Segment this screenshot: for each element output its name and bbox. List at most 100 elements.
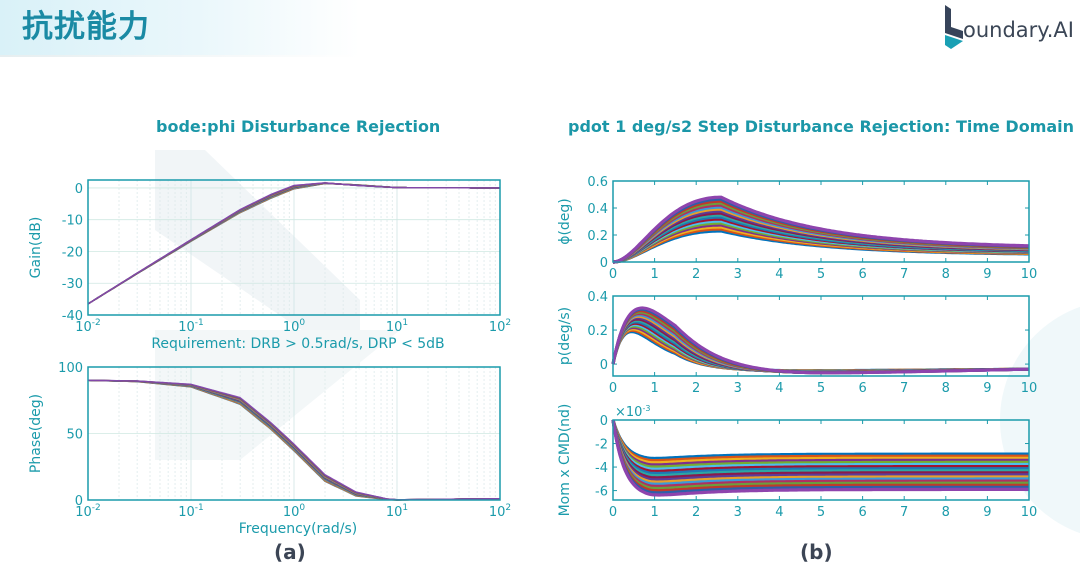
y-multiplier-label: ×10-3 [615, 404, 650, 420]
series-line [611, 419, 1029, 486]
time-p-axes: 0 1 2 3 4 5 6 7 8 9 10 0 0.2 0.4 p(deg/s) [557, 290, 1037, 396]
x-tick-label: 0 [609, 505, 617, 520]
y-tick-label: -10 [62, 214, 83, 229]
series-line [87, 182, 500, 305]
series-line [611, 419, 1029, 461]
bode-gain-axes: 10-2 10-1 100 101 102 0 -10 -20 -30 -40 Gain(dB) Re… [28, 179, 511, 352]
x-tick-label: 0 [609, 267, 617, 282]
series-line [611, 306, 1029, 375]
x-tick-label: 8 [942, 267, 950, 282]
y-tick-label: -6 [595, 485, 608, 500]
x-tick-label: 4 [775, 381, 783, 396]
series-line [611, 419, 1029, 467]
series-line [611, 419, 1029, 478]
y-tick-label: 0 [600, 414, 608, 429]
series-line [611, 419, 1029, 469]
x-tick-label: 101 [386, 503, 408, 520]
time-chart-title: pdot 1 deg/s2 Step Disturbance Rejection… [568, 117, 1075, 136]
y-tick-label: 0 [600, 256, 608, 271]
y-tick-label: 100 [58, 361, 83, 376]
x-tick-label: 10-2 [75, 318, 101, 335]
series-line [611, 419, 1029, 476]
series-line [611, 419, 1029, 488]
x-tick-label: 7 [900, 505, 908, 520]
series-line [611, 419, 1029, 465]
x-tick-label: 2 [692, 505, 700, 520]
x-tick-label: 6 [858, 267, 866, 282]
series-line [611, 419, 1029, 497]
x-tick-label: 10 [1021, 381, 1038, 396]
bode-gain-ylabel: Gain(dB) [28, 217, 44, 279]
x-tick-label: 10-1 [178, 503, 204, 520]
bode-phase-ylabel: Phase(deg) [28, 394, 44, 473]
y-tick-label: 0.2 [587, 324, 608, 339]
y-tick-label: -4 [595, 461, 608, 476]
series-line [611, 419, 1029, 484]
series-line [611, 419, 1029, 491]
x-tick-label: 10-1 [178, 318, 204, 335]
x-tick-label: 9 [983, 381, 991, 396]
y-tick-label: -30 [62, 277, 83, 292]
y-tick-label: 0.4 [587, 290, 608, 305]
x-tick-label: 6 [858, 505, 866, 520]
x-tick-label: 10-2 [75, 503, 101, 520]
y-tick-label: -2 [595, 438, 608, 453]
time-p-ylabel: p(deg/s) [557, 307, 573, 365]
y-tick-label: 0 [75, 182, 83, 197]
series-line [611, 419, 1029, 471]
x-tick-label: 3 [734, 267, 742, 282]
time-mom-ylabel: Mom x CMD(nd) [557, 404, 573, 517]
series-line [611, 419, 1029, 473]
x-tick-label: 9 [983, 267, 991, 282]
time-phi-series [612, 195, 1030, 264]
bode-gain-series [87, 182, 500, 305]
bode-phase-axes: 10-2 10-1 100 101 102 100 50 0 Phase(deg) Frequen… [28, 361, 511, 537]
y-tick-label: -20 [62, 245, 83, 260]
series-line [611, 419, 1029, 480]
series-line [611, 419, 1029, 482]
y-tick-label: 50 [66, 428, 83, 443]
x-tick-label: 8 [942, 381, 950, 396]
panel-label-b: (b) [800, 540, 833, 564]
time-phi-ylabel: ϕ(deg) [557, 198, 573, 245]
x-tick-label: 1 [650, 381, 658, 396]
x-tick-label: 1 [650, 267, 658, 282]
x-tick-label: 10 [1021, 505, 1038, 520]
x-tick-label: 101 [386, 318, 408, 335]
bode-gain-xlabel: Requirement: DRB > 0.5rad/s, DRP < 5dB [151, 336, 444, 352]
time-p-frame-top [612, 295, 1030, 377]
x-tick-label: 6 [858, 381, 866, 396]
x-tick-label: 100 [283, 318, 306, 335]
time-mom-series [611, 419, 1029, 497]
logo-text: oundary.AI [963, 18, 1074, 42]
x-tick-label: 5 [817, 267, 825, 282]
x-tick-label: 100 [283, 503, 306, 520]
bode-chart-title: bode:phi Disturbance Rejection [156, 117, 441, 136]
time-mom-frame-top [612, 419, 1030, 501]
x-tick-label: 102 [489, 503, 511, 520]
series-line [612, 195, 1030, 264]
y-tick-label: 0 [75, 494, 83, 509]
bode-gain-frame-top [87, 179, 501, 316]
x-tick-label: 5 [817, 381, 825, 396]
x-tick-label: 8 [942, 505, 950, 520]
y-tick-label: 0.6 [587, 175, 608, 190]
x-tick-label: 102 [489, 318, 511, 335]
x-tick-label: 4 [775, 267, 783, 282]
x-tick-label: 7 [900, 267, 908, 282]
y-tick-label: 0 [600, 358, 608, 373]
panel-label-a: (a) [274, 540, 306, 564]
x-tick-label: 1 [650, 505, 658, 520]
x-tick-label: 3 [734, 381, 742, 396]
series-line [611, 419, 1029, 495]
y-tick-label: -40 [62, 309, 83, 324]
logo-mark-icon [945, 5, 963, 49]
x-tick-label: 4 [775, 505, 783, 520]
title-divider [0, 55, 360, 57]
time-p-series [611, 306, 1029, 375]
time-phi-frame-top [612, 180, 1030, 263]
y-tick-label: 0.2 [587, 229, 608, 244]
page-title: 抗扰能力 [22, 9, 150, 45]
series-line [611, 419, 1029, 493]
